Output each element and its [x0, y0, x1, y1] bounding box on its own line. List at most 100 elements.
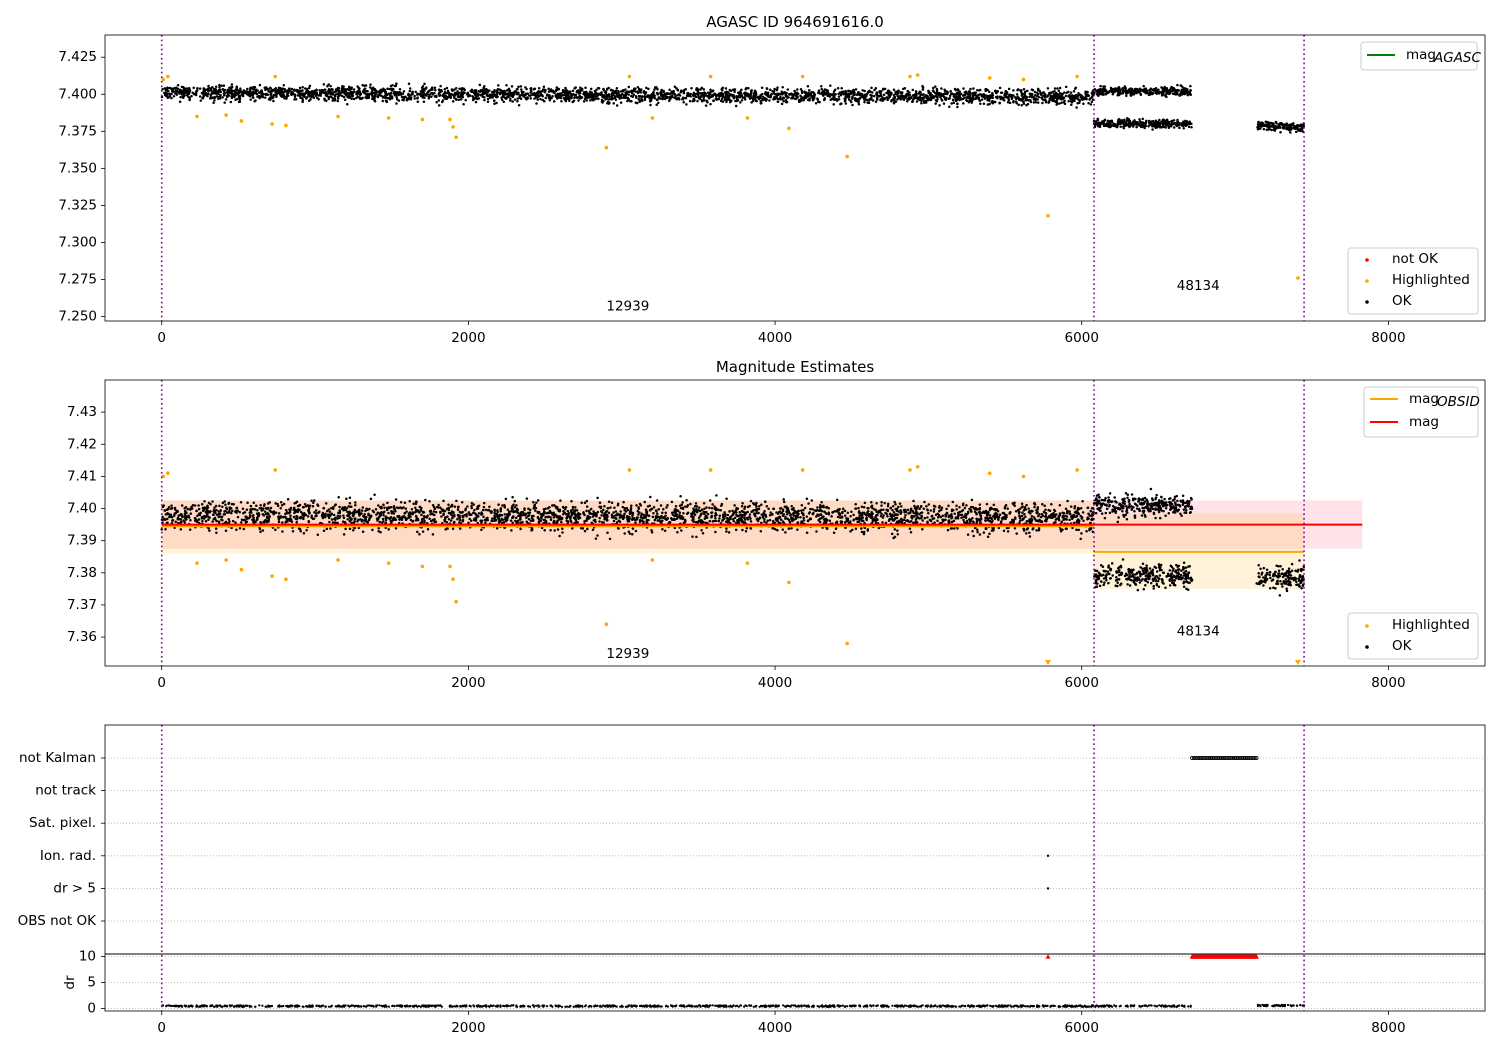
ok-point [851, 95, 854, 99]
ok-point [781, 96, 785, 99]
ok-point [497, 91, 501, 94]
ok-point [350, 97, 353, 101]
ok-point [1174, 122, 1178, 126]
ok-point [744, 87, 747, 91]
ok-point [992, 100, 996, 103]
ok-point [764, 91, 767, 94]
legend-line-subscript: AGASC [1433, 50, 1482, 66]
ok-point [1077, 528, 1080, 532]
ok-point [656, 93, 659, 96]
ok-point [719, 509, 722, 512]
ok-point [1061, 92, 1064, 96]
ok-point [355, 96, 358, 100]
ok-point [1117, 122, 1120, 125]
legend-marker-label: not OK [1392, 251, 1439, 267]
ok-point [962, 102, 965, 105]
ok-point [880, 90, 883, 93]
ok-point [402, 97, 406, 100]
ok-point [982, 96, 986, 99]
ok-point [847, 92, 850, 95]
ok-point [218, 83, 221, 87]
highlighted-point [224, 113, 228, 117]
ok-point [1060, 101, 1063, 105]
ok-point [683, 88, 686, 92]
ok-point [264, 93, 268, 96]
ok-point [520, 88, 523, 91]
ok-point [204, 520, 208, 523]
ok-point [806, 84, 810, 88]
ok-point [364, 84, 368, 87]
ok-point [486, 509, 490, 512]
ok-point [272, 96, 275, 99]
ok-point [665, 506, 668, 509]
ok-point [776, 100, 780, 103]
ok-point [386, 87, 389, 90]
ok-point [1295, 126, 1298, 129]
ok-point [1027, 507, 1030, 510]
highlighted-point [448, 117, 452, 122]
ok-point [760, 92, 764, 96]
ok-point [663, 529, 667, 533]
ok-point [319, 94, 322, 97]
ok-point [1109, 89, 1113, 93]
ok-point [315, 88, 318, 92]
ok-point [854, 527, 858, 531]
ok-point [829, 84, 832, 87]
ok-point [740, 88, 743, 91]
ok-point [1046, 87, 1050, 90]
ok-point [986, 103, 990, 106]
ok-point [728, 100, 732, 104]
ok-point [168, 86, 172, 90]
ok-point [456, 508, 460, 512]
ok-point [1133, 119, 1136, 122]
ok-point [641, 519, 644, 523]
ok-point [880, 500, 883, 504]
ok-point [556, 520, 559, 524]
ok-point [1129, 91, 1132, 94]
ok-point [951, 98, 955, 101]
ok-point [410, 508, 414, 511]
ok-point [1155, 92, 1158, 95]
ok-point [719, 99, 723, 103]
ok-point [1033, 90, 1037, 94]
ok-point [624, 88, 627, 91]
ok-point [1007, 87, 1011, 91]
ok-point [612, 102, 615, 105]
ok-point [823, 91, 826, 94]
ok-point [254, 99, 257, 102]
ok-point [840, 86, 843, 90]
ok-point [973, 93, 977, 96]
ok-point [931, 89, 935, 92]
ok-point [733, 90, 736, 94]
ok-point [596, 510, 600, 514]
ok-point [1150, 91, 1153, 95]
ok-point [224, 509, 227, 513]
ok-point [980, 98, 984, 101]
ok-point [732, 93, 735, 97]
ok-point [879, 98, 882, 102]
ok-point [558, 96, 562, 100]
ok-point [735, 96, 738, 99]
ok-point [534, 509, 537, 512]
ok-point [1087, 101, 1090, 105]
ok-point [290, 93, 293, 97]
ok-point [305, 528, 308, 532]
ok-point [525, 497, 529, 500]
ok-point [622, 96, 625, 100]
ok-point [655, 98, 659, 101]
ok-point [930, 93, 934, 97]
ok-point [1012, 89, 1015, 92]
ok-point [163, 93, 167, 97]
ok-point [793, 89, 796, 93]
ok-point [855, 93, 859, 97]
ok-point [886, 504, 890, 508]
ok-point [214, 87, 217, 91]
y-tick-label: 7.350 [58, 160, 97, 176]
ok-point [516, 87, 519, 91]
ok-point [847, 98, 851, 101]
ok-point [1256, 126, 1259, 129]
ok-point [445, 96, 449, 99]
ok-point [473, 91, 476, 95]
ok-point [896, 532, 900, 536]
ok-point [368, 92, 371, 96]
